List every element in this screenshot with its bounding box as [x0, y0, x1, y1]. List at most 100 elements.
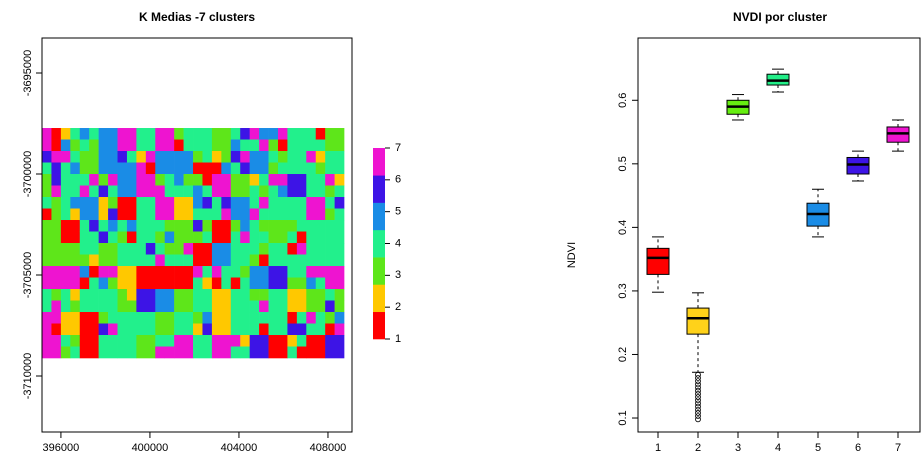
raster-cell: [99, 220, 109, 232]
raster-cell: [61, 174, 80, 197]
raster-cell: [306, 128, 316, 140]
raster-cell: [202, 174, 212, 186]
raster-cell: [287, 347, 297, 359]
raster-cell: [184, 243, 194, 255]
raster-cell: [278, 128, 288, 140]
raster-cell: [269, 220, 288, 243]
raster-cell: [250, 301, 260, 313]
raster-cell: [99, 243, 118, 266]
raster-cell: [335, 301, 345, 313]
raster-cell: [269, 140, 279, 152]
raster-cell: [155, 186, 165, 198]
raster-cell: [212, 312, 231, 335]
x-tick-label: 404000: [221, 442, 258, 454]
raster-cell: [99, 186, 109, 198]
raster-cell: [70, 335, 80, 347]
raster-cell: [250, 186, 260, 198]
chart-title: NVDI por cluster: [733, 10, 827, 24]
raster-cell: [316, 151, 326, 163]
raster-cell: [51, 186, 61, 198]
raster-cell: [269, 335, 288, 358]
raster-cell: [287, 278, 297, 290]
raster-cell: [165, 186, 175, 198]
raster-cell: [193, 232, 203, 244]
raster-cell: [212, 335, 231, 358]
raster-cell: [146, 163, 156, 175]
raster-cell: [193, 197, 203, 209]
raster-cell: [127, 220, 137, 232]
x-tick-label: 396000: [43, 442, 80, 454]
raster-cell: [231, 197, 250, 220]
raster-cell: [221, 209, 231, 221]
raster-cell: [80, 255, 90, 267]
colorbar-tick-label: 4: [395, 237, 401, 249]
colorbar-swatch: [373, 312, 385, 340]
raster-cell: [61, 128, 71, 140]
raster-cell: [250, 174, 260, 186]
raster-cell: [42, 140, 52, 152]
raster-cell: [136, 128, 155, 151]
raster-cell: [51, 140, 61, 152]
raster-cell: [108, 186, 118, 198]
raster-cell: [325, 186, 335, 198]
raster-cell: [306, 140, 316, 152]
colorbar-tick-label: 5: [395, 206, 401, 218]
raster-cell: [240, 163, 250, 175]
raster-cell: [306, 266, 316, 278]
raster-cell: [325, 197, 335, 209]
raster-cell: [325, 243, 344, 266]
raster-cell: [127, 163, 137, 175]
raster-cell: [89, 220, 99, 232]
raster-cell: [287, 335, 297, 347]
x-tick-label: 1: [655, 442, 661, 454]
raster-cell: [269, 243, 288, 266]
raster-cell: [42, 128, 52, 140]
colorbar-tick-label: 7: [395, 142, 401, 154]
raster-cell: [259, 243, 269, 255]
raster-cell: [250, 266, 269, 289]
raster-cell: [108, 232, 118, 244]
colorbar-swatch: [373, 203, 385, 231]
raster-cell: [118, 220, 128, 232]
raster-cell: [118, 266, 137, 289]
raster-cell: [325, 301, 335, 313]
raster-cell: [118, 312, 137, 335]
raster-cell: [212, 266, 222, 278]
raster-cell: [325, 266, 344, 289]
raster-cell: [269, 151, 279, 163]
raster-cell: [118, 243, 137, 266]
raster-cell: [155, 128, 174, 151]
raster-cell: [287, 232, 297, 244]
raster-cell: [42, 151, 52, 163]
raster-cell: [136, 163, 146, 175]
raster-cell: [155, 255, 165, 267]
raster-cell: [118, 174, 137, 197]
raster-cell: [174, 266, 193, 289]
raster-cell: [221, 151, 231, 163]
raster-cell: [155, 335, 165, 347]
raster-cell: [174, 243, 184, 255]
raster-cell: [259, 220, 269, 232]
raster-cell: [146, 243, 156, 255]
raster-cell: [316, 266, 326, 278]
raster-cell: [325, 209, 335, 221]
raster-cell: [42, 243, 61, 266]
x-tick-label: 4: [775, 442, 781, 454]
raster-cell: [80, 186, 90, 198]
raster-cell: [80, 335, 99, 358]
raster-cell: [165, 174, 175, 186]
raster-cell: [165, 232, 175, 244]
raster-cell: [61, 151, 71, 163]
raster-cell: [278, 186, 288, 198]
raster-cell: [108, 220, 118, 232]
raster-cell: [42, 186, 52, 198]
raster-cell: [193, 278, 203, 290]
raster-cell: [184, 255, 194, 267]
raster-cell: [250, 151, 269, 174]
raster-cell: [174, 140, 184, 152]
raster-cell: [165, 335, 175, 347]
raster-cell: [306, 324, 316, 336]
raster-cell: [118, 289, 128, 301]
raster-cell: [70, 140, 80, 152]
x-tick-label: 5: [815, 442, 821, 454]
